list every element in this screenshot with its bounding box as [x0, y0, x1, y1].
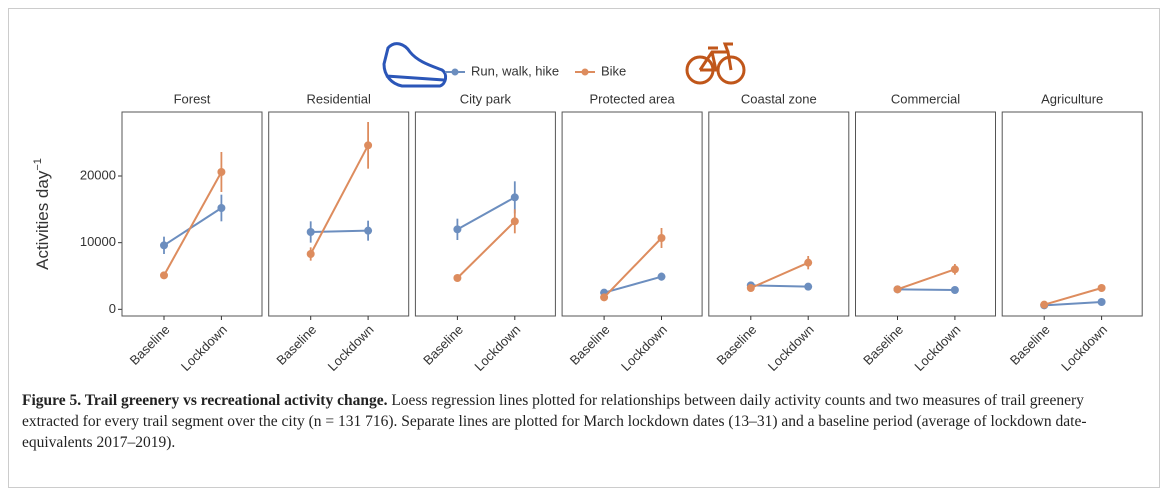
- legend-marker: [581, 68, 589, 76]
- y-tick-label: 0: [109, 301, 116, 316]
- y-axis-label: Activities day−1: [32, 158, 53, 270]
- point: [1097, 284, 1106, 292]
- point: [804, 282, 813, 291]
- facet-title: City park: [460, 91, 512, 106]
- point: [160, 241, 168, 250]
- series-line: [750, 261, 809, 289]
- point: [746, 284, 755, 292]
- series-line: [456, 196, 516, 231]
- series-line: [897, 288, 955, 291]
- facet-title: Commercial: [891, 91, 960, 106]
- series-line: [750, 284, 809, 288]
- y-axis-label-text: Activities day: [33, 170, 52, 270]
- point: [306, 228, 315, 236]
- x-tick-label: Baseline: [127, 322, 173, 368]
- series-line: [456, 220, 516, 279]
- series-line: [163, 207, 222, 247]
- point: [950, 265, 959, 274]
- x-tick-label: Baseline: [860, 322, 906, 368]
- x-tick-label: Lockdown: [471, 322, 523, 374]
- point: [657, 272, 666, 281]
- point: [217, 168, 226, 176]
- point: [453, 225, 462, 234]
- panel: [1001, 111, 1143, 317]
- x-tick-label: Lockdown: [325, 322, 377, 374]
- x-tick-label: Baseline: [567, 322, 613, 368]
- legend-label: Bike: [601, 63, 626, 78]
- point: [453, 274, 462, 282]
- point: [510, 217, 519, 226]
- x-tick-label: Lockdown: [911, 322, 963, 374]
- series-line: [897, 268, 956, 291]
- y-tick-label: 20000: [80, 167, 116, 182]
- x-tick-label: Baseline: [713, 322, 759, 368]
- point: [1040, 300, 1049, 309]
- point: [160, 271, 168, 280]
- legend-label: Run, walk, hike: [471, 63, 559, 78]
- point: [1097, 298, 1106, 306]
- point: [893, 285, 902, 294]
- chart: Activities day−1 Run, walk, hike Bike 0 100…: [32, 42, 1143, 374]
- series-line: [310, 229, 369, 233]
- shoe-icon: [382, 42, 448, 88]
- panel: [268, 111, 410, 317]
- point: [510, 193, 519, 202]
- caption: Figure 5. Trail greenery vs recreational…: [22, 390, 1132, 453]
- x-tick-label: Lockdown: [178, 322, 230, 374]
- x-tick-label: Lockdown: [765, 322, 817, 374]
- series-line: [309, 144, 369, 255]
- point: [364, 141, 373, 150]
- legend-marker: [451, 68, 459, 76]
- facet-title: Protected area: [589, 91, 675, 106]
- x-tick-label: Baseline: [420, 322, 466, 368]
- panel: [855, 111, 996, 317]
- x-tick-label: Lockdown: [1058, 322, 1110, 374]
- series-line: [163, 171, 223, 276]
- x-tick-label: Lockdown: [618, 322, 670, 374]
- series-line: [1044, 301, 1102, 307]
- caption-text: Loess regression lines plotted for relat…: [22, 392, 1087, 451]
- series-line: [603, 237, 663, 299]
- x-tick-label: Baseline: [1007, 322, 1053, 368]
- caption-label: Figure 5. Trail greenery vs recreational…: [22, 392, 388, 409]
- figure-frame: [8, 8, 1160, 488]
- point: [950, 286, 959, 294]
- y-tick-label: 10000: [80, 234, 116, 249]
- facet-title: Forest: [174, 91, 211, 106]
- series-line: [1043, 287, 1102, 306]
- panel: [121, 111, 263, 317]
- point: [364, 226, 373, 235]
- facet-title: Coastal zone: [741, 91, 817, 106]
- y-axis-label-exponent: −1: [32, 158, 44, 171]
- facet-title: Residential: [307, 91, 371, 106]
- panel: [561, 111, 703, 317]
- series-line: [603, 275, 662, 294]
- point: [600, 293, 609, 302]
- point: [217, 204, 226, 212]
- x-tick-label: Baseline: [273, 322, 319, 368]
- panel: [414, 111, 556, 317]
- panel: [708, 111, 850, 317]
- facet-title: Agriculture: [1041, 91, 1103, 106]
- point: [306, 250, 315, 258]
- point: [804, 258, 813, 267]
- bike-icon: [685, 42, 746, 85]
- point: [657, 234, 666, 242]
